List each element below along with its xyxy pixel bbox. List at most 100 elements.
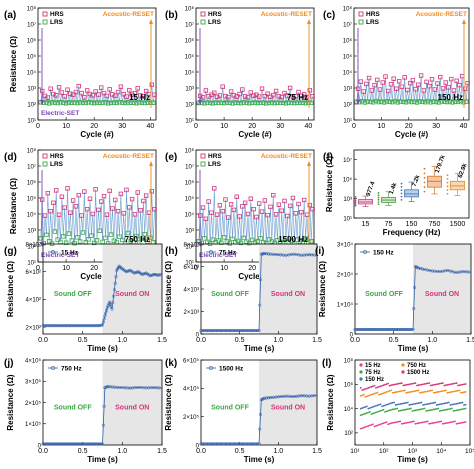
scatter-point [461,391,464,394]
y-tick-label: 8×10² [25,242,41,248]
hrs-point [203,88,209,93]
scatter-point [443,422,446,425]
y-axis-title: Resistance (Ω) [9,178,18,235]
hrs-point [143,88,149,94]
x-tick-label: 40 [460,123,468,130]
hrs-point [265,212,270,218]
hrs-point [301,92,307,97]
scatter-point [417,408,420,411]
hrs-point [293,211,298,216]
scatter-point [447,391,450,394]
scatter-point [455,390,458,392]
lrs-point [49,100,55,105]
scatter-point [441,409,444,412]
panel-i: (i) 0.0 0.5 1.0 1.5 Time (s) 0 1×10⁴ 2×10⁴ 3×10⁴ R… [315,241,474,353]
panel-label: (a) [4,10,16,21]
lrs-point [125,100,131,105]
lrs-point [269,100,275,105]
hrs-point [203,216,209,222]
scatter-point [408,421,411,424]
hrs-point [251,206,256,212]
scatter-point [387,382,390,385]
scatter-point [426,382,429,385]
sound-off-label: Sound OFF [365,291,403,298]
scatter-point [446,401,449,404]
time-point [126,269,130,273]
scatter-point [463,383,465,386]
lrs-point [252,100,258,105]
scatter-point [444,422,447,425]
scatter-point [368,407,371,409]
x-tick-label: 1.5 [312,337,322,344]
hrs-point [107,87,112,92]
scatter-point [435,404,438,406]
legend-marker [401,363,405,367]
scatter-point [387,390,390,393]
lrs-point [450,100,455,105]
box-point [400,192,403,195]
scatter-point [365,412,368,414]
y-tick-label: 10⁸ [27,5,37,12]
panel-label: (d) [4,152,17,163]
scatter-point [384,383,386,386]
scatter-point [378,423,380,426]
sound-on-label: Sound ON [115,291,149,298]
lrs-point [289,100,294,106]
reset-arrowhead [462,19,466,24]
lrs-point [134,233,139,239]
scatter-point [460,391,462,394]
time-point [100,442,105,446]
time-point [111,301,115,305]
scatter-point [414,382,417,384]
scatter-point [400,382,403,384]
hrs-point [285,213,290,219]
time-point [113,281,117,285]
scatter-point [394,391,397,394]
hrs-point [48,86,53,91]
scatter-point [403,384,406,387]
scatter-point [417,402,420,405]
scatter-point [444,389,447,392]
legend-lrs-label: LRS [50,161,64,168]
panel-k: (k) 0.0 0.5 1.0 1.5 Time (s) 0 2×10⁵ 4×10⁵ 6×10⁵ R… [164,357,322,464]
lrs-point [244,100,249,106]
lrs-point [72,240,77,246]
scatter-point [376,424,379,427]
scatter-point [437,407,440,410]
scatter-point [400,402,403,405]
hrs-point [273,212,279,217]
scatter-point [376,404,379,407]
lrs-point [111,100,117,105]
scatter-point [384,404,386,407]
x-axis-title: Time (s) [87,455,118,464]
hrs-point [282,90,287,96]
scatter-point [457,402,459,405]
hrs-point [301,197,307,203]
time-point [266,396,271,400]
scatter-point [387,409,390,412]
lrs-point [392,98,398,104]
hrs-point [68,91,73,96]
hrs-point [141,94,146,99]
hrs-point [248,196,253,201]
x-tick-label: 150 [406,221,418,228]
scatter-point [375,404,377,407]
hrs-point [90,211,95,217]
lrs-point [368,99,373,105]
hrs-point [220,208,225,214]
box-point [354,196,357,198]
legend-hrs-label: HRS [366,11,380,18]
time-point [256,329,260,333]
plot-frame [37,149,157,263]
y-tick-label: 10⁴ [27,69,37,76]
time-point [266,252,271,256]
lrs-point [205,100,210,105]
time-point [102,317,106,321]
sound-on-label: Sound ON [271,291,305,298]
legend-lrs-label: LRS [208,19,222,26]
time-point [112,288,116,292]
lrs-point [249,100,255,105]
scatter-point [365,405,368,408]
box-point [400,182,403,185]
